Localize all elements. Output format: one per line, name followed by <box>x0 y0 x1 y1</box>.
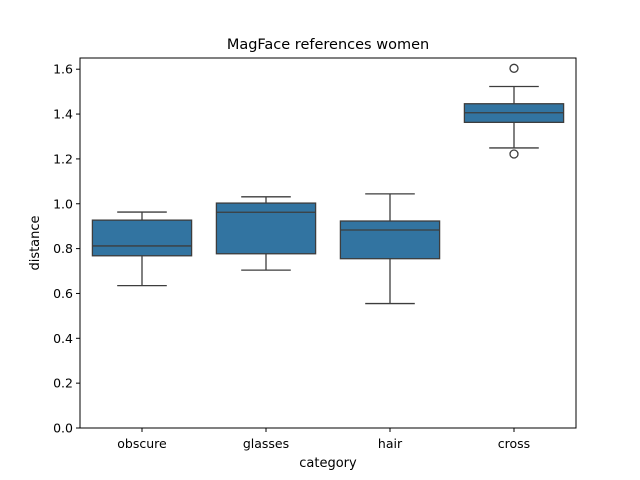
boxes-layer <box>91 63 565 305</box>
box-glasses <box>215 196 317 271</box>
y-tick-label: 0.2 <box>53 376 73 391</box>
y-tick-label: 1.2 <box>53 151 73 166</box>
x-tick-label: glasses <box>243 436 289 451</box>
x-tick-label: hair <box>378 436 403 451</box>
y-axis: 0.0 0.2 0.4 0.6 0.8 1.0 1.2 1.4 1.6 <box>53 62 80 436</box>
x-tick-label: obscure <box>117 436 167 451</box>
outlier-point <box>509 149 519 159</box>
box-hair <box>339 193 441 305</box>
y-tick-label: 0.6 <box>53 286 73 301</box>
iqr-box <box>339 220 441 260</box>
x-axis-label: category <box>299 456 357 471</box>
x-axis: obscure glasses hair cross <box>117 428 530 451</box>
iqr-box <box>215 202 317 255</box>
box-cross <box>463 63 565 159</box>
x-tick-label: cross <box>498 436 530 451</box>
y-tick-label: 0.8 <box>53 241 73 256</box>
chart-title: MagFace references women <box>227 37 429 53</box>
y-tick-label: 1.4 <box>53 107 73 122</box>
y-tick-label: 0.0 <box>53 421 73 436</box>
y-tick-label: 1.6 <box>53 62 73 77</box>
y-axis-label: distance <box>28 215 43 270</box>
y-tick-label: 0.4 <box>53 331 73 346</box>
plot-frame <box>79 57 577 429</box>
box-obscure <box>91 211 193 287</box>
iqr-box <box>91 219 193 257</box>
y-tick-label: 1.0 <box>53 196 73 211</box>
outlier-point <box>509 63 519 73</box>
